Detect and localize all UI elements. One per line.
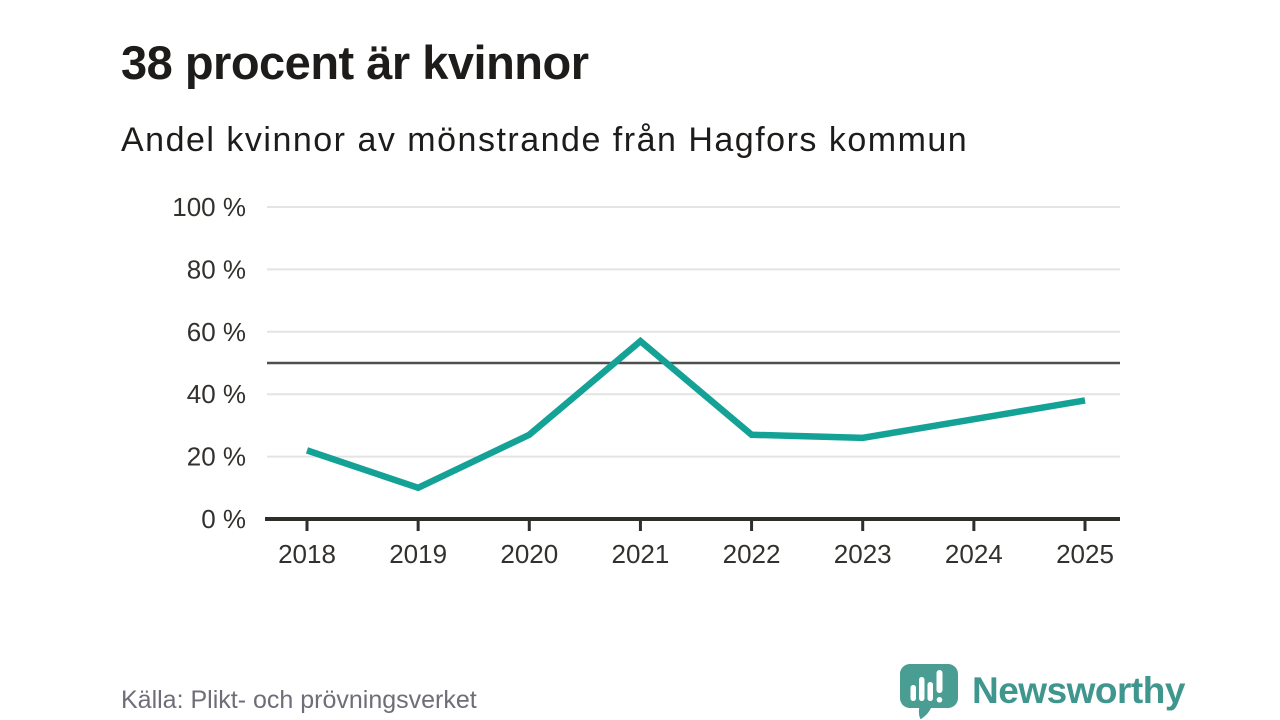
logo-bar-3 xyxy=(927,682,933,701)
data-line-group xyxy=(305,336,1086,492)
y-tick-label: 80 % xyxy=(187,254,246,284)
x-axis-labels: 2018 2019 2020 2021 2022 2023 2024 2025 xyxy=(278,539,1114,569)
source-note: Källa: Plikt- och prövningsverket xyxy=(121,686,477,714)
x-tick-label: 2018 xyxy=(278,539,336,569)
logo-exclamation-dot xyxy=(936,697,943,703)
x-tick-label: 2024 xyxy=(945,539,1003,569)
y-tick-label: 100 % xyxy=(172,192,246,222)
logo-bar-1 xyxy=(910,685,916,701)
y-tick-label: 20 % xyxy=(187,442,246,472)
logo-exclamation-bar xyxy=(936,670,943,693)
x-tick-label: 2023 xyxy=(834,539,892,569)
y-tick-label: 0 % xyxy=(201,504,246,534)
x-tick-label: 2021 xyxy=(612,539,670,569)
x-tick-label: 2022 xyxy=(723,539,781,569)
data-line xyxy=(305,336,1086,492)
x-tick-label: 2025 xyxy=(1056,539,1114,569)
brand-footer: Newsworthy xyxy=(898,662,1185,720)
chart-subtitle: Andel kvinnor av mönstrande från Hagfors… xyxy=(121,121,969,159)
y-tick-label: 40 % xyxy=(187,379,246,409)
gridlines xyxy=(267,206,1120,458)
page-title: 38 procent är kvinnor xyxy=(121,36,589,90)
brand-name: Newsworthy xyxy=(972,670,1185,711)
y-axis-labels: 0 % 20 % 40 % 60 % 80 % 100 % xyxy=(172,192,246,534)
x-axis-group xyxy=(265,517,1120,531)
newsworthy-logo-icon xyxy=(900,664,958,720)
x-tick-label: 2020 xyxy=(500,539,558,569)
logo-bar-2 xyxy=(919,677,925,701)
y-tick-label: 60 % xyxy=(187,317,246,347)
x-tick-label: 2019 xyxy=(389,539,447,569)
